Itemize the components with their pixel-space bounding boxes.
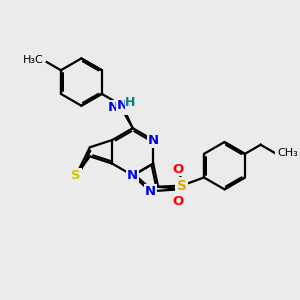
Text: O: O xyxy=(172,195,184,208)
Text: N: N xyxy=(127,169,138,182)
Text: N: N xyxy=(108,101,119,114)
Text: N: N xyxy=(176,183,187,196)
Text: N: N xyxy=(127,169,138,182)
Text: S: S xyxy=(177,178,187,193)
Text: CH₃: CH₃ xyxy=(278,148,298,158)
Text: O: O xyxy=(172,163,184,176)
Text: S: S xyxy=(71,169,81,182)
Text: N: N xyxy=(148,134,159,146)
Text: H: H xyxy=(125,97,136,110)
Text: N: N xyxy=(145,185,156,198)
Text: N: N xyxy=(117,99,128,112)
Text: H: H xyxy=(118,101,129,114)
Text: H₃C: H₃C xyxy=(23,55,44,65)
